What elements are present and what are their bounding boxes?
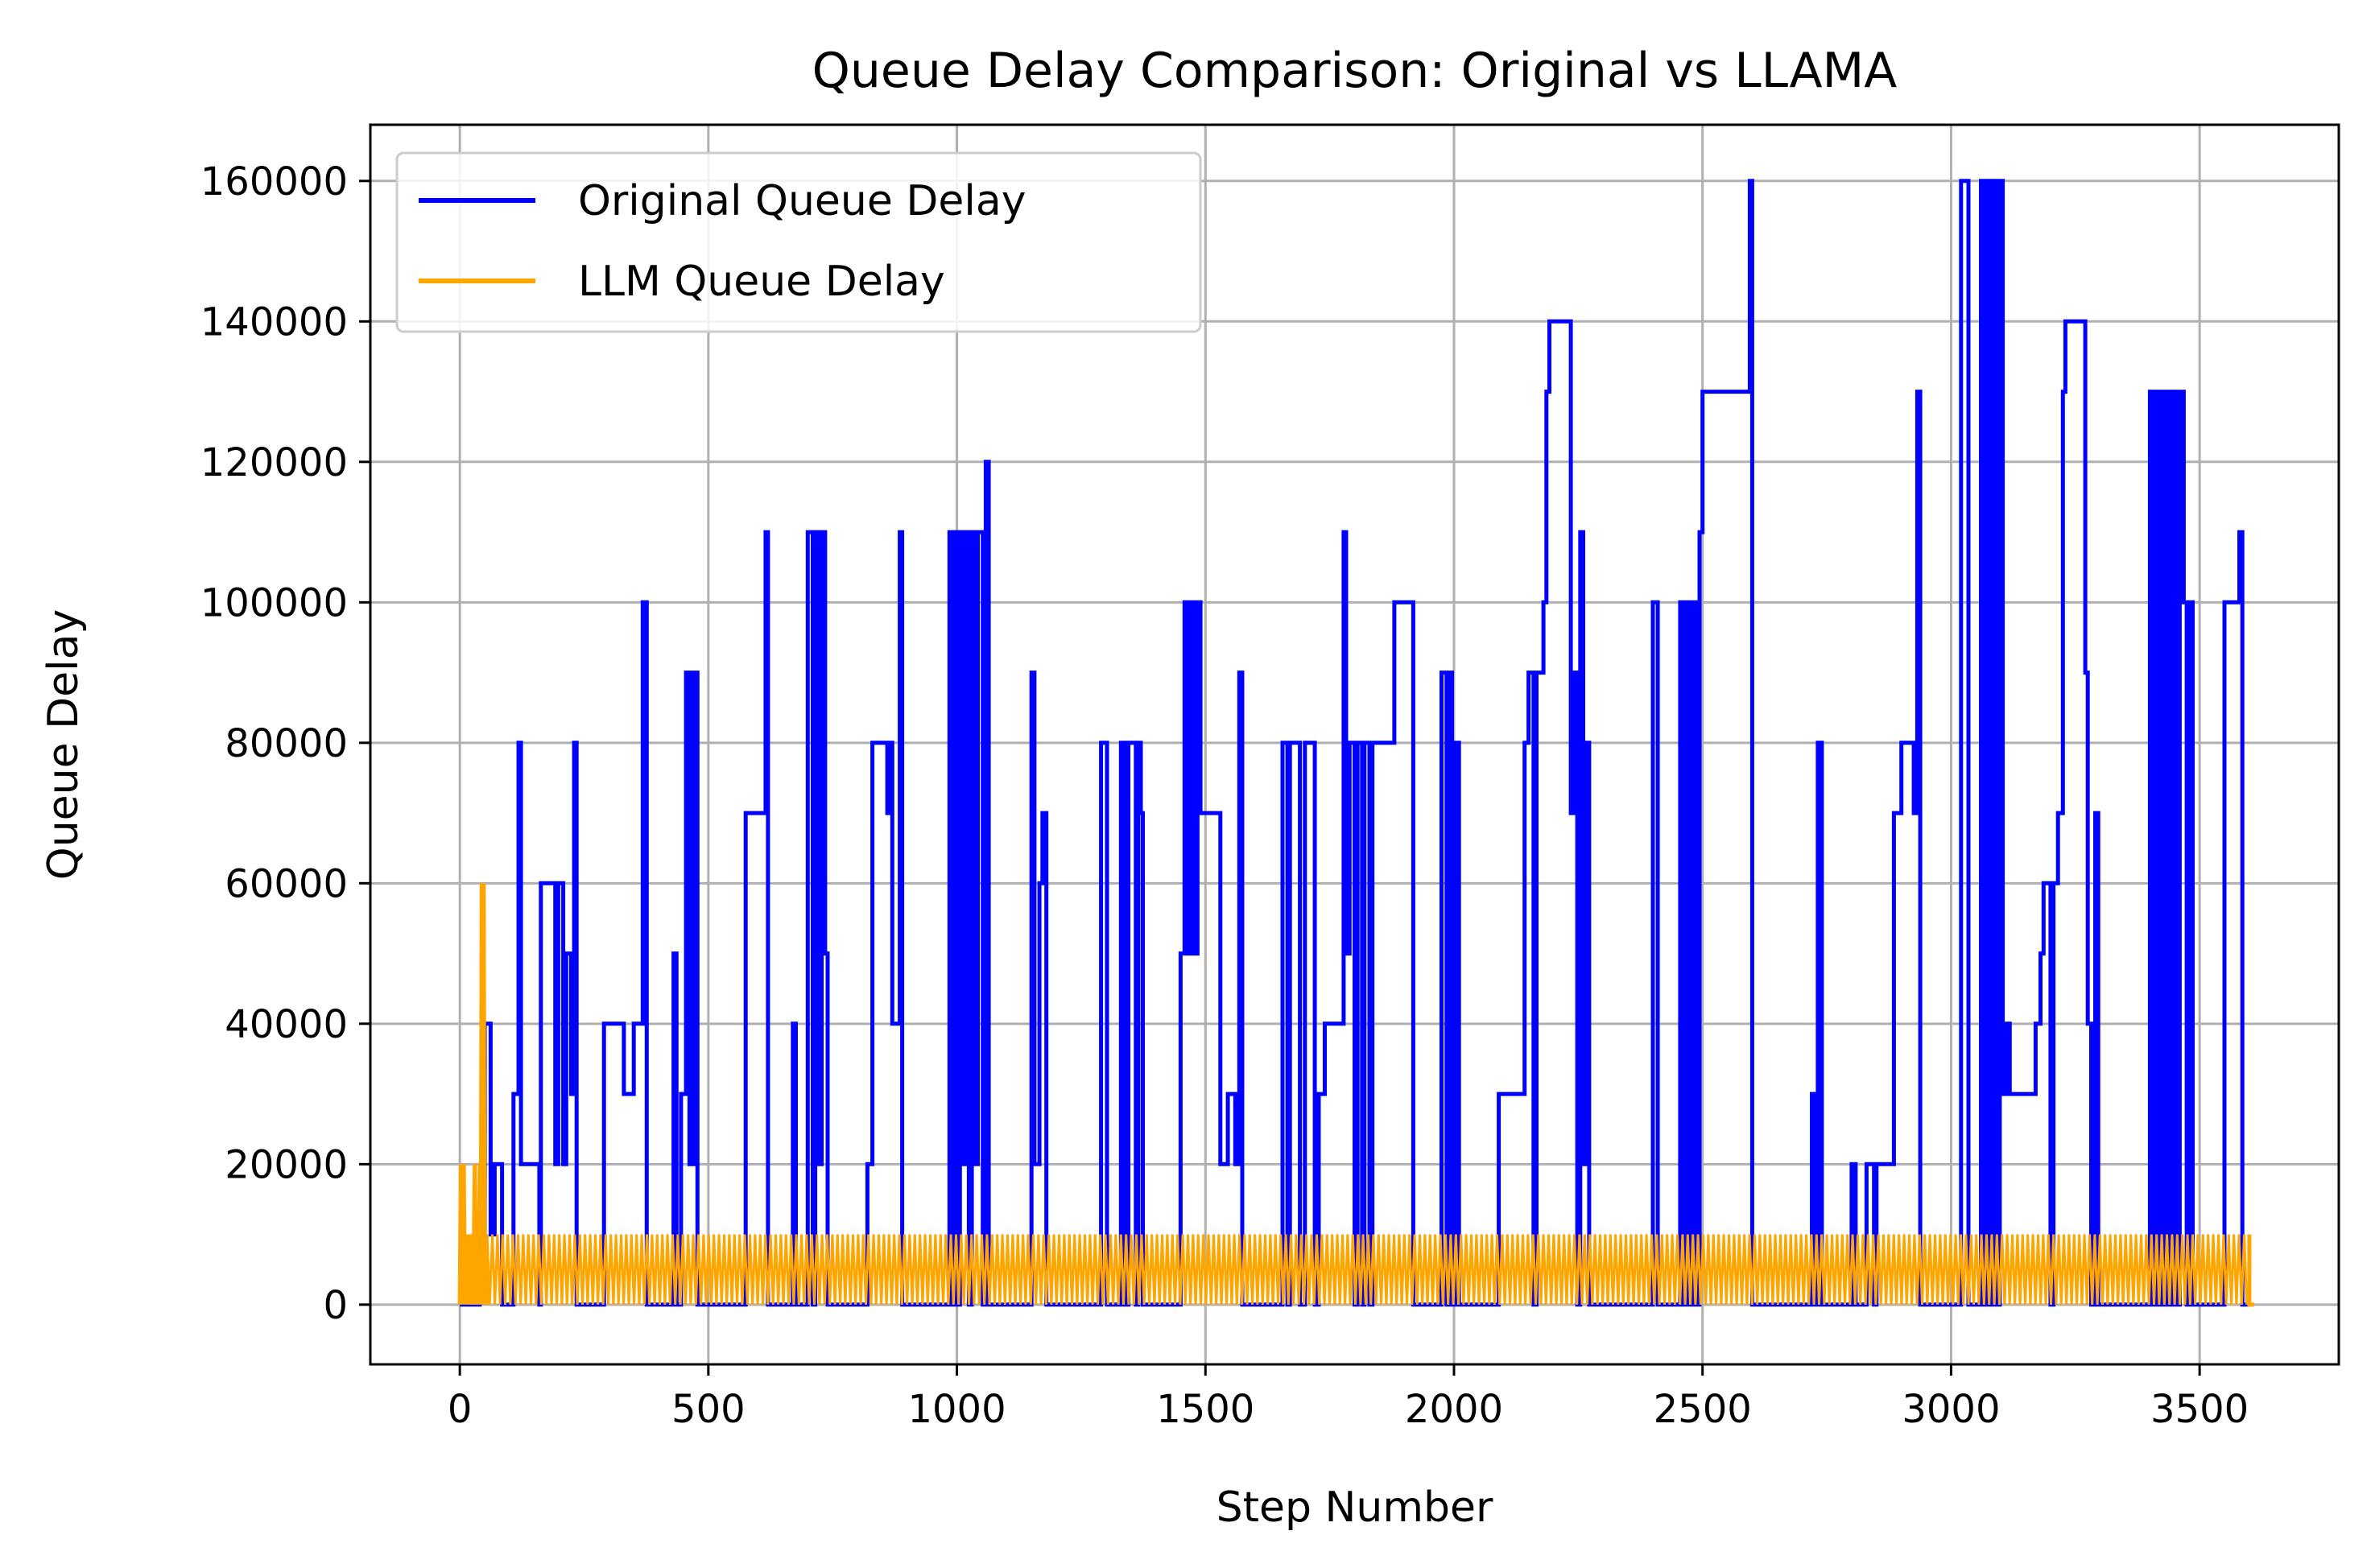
y-axis-ticks: 0 20000 40000 60000 80000 100000 120000 140000 1… bbox=[200, 159, 370, 1328]
x-tick-label: 500 bbox=[671, 1387, 746, 1432]
y-tick-label: 160000 bbox=[200, 159, 348, 204]
x-axis-ticks: 0 500 1000 1500 2000 2500 3000 3500 bbox=[448, 1364, 2249, 1432]
x-tick-label: 2500 bbox=[1654, 1387, 1752, 1432]
legend-box bbox=[395, 151, 1202, 333]
y-tick-label: 20000 bbox=[225, 1142, 348, 1187]
legend-label-original: Original Queue Delay bbox=[578, 177, 1026, 225]
llm-series-spikes bbox=[457, 883, 489, 1305]
y-tick-label: 40000 bbox=[225, 1002, 348, 1047]
x-tick-label: 1500 bbox=[1156, 1387, 1254, 1432]
series-llm-queue-delay bbox=[457, 883, 2254, 1307]
y-tick-label: 120000 bbox=[200, 440, 348, 485]
legend: Original Queue Delay LLM Queue Delay bbox=[395, 151, 1202, 333]
llm-series-end bbox=[2247, 1234, 2254, 1307]
plot-frame bbox=[369, 123, 2340, 1366]
chart-title: Queue Delay Comparison: Original vs LLAM… bbox=[812, 43, 1898, 99]
y-tick-label: 100000 bbox=[200, 580, 348, 625]
x-tick-label: 3000 bbox=[1902, 1387, 2000, 1432]
legend-label-llm: LLM Queue Delay bbox=[578, 258, 945, 306]
y-tick-label: 140000 bbox=[200, 299, 348, 345]
y-tick-label: 0 bbox=[323, 1283, 348, 1328]
y-axis-label: Queue Delay bbox=[39, 609, 88, 880]
llm-series-band bbox=[485, 1234, 2249, 1305]
x-axis-label: Step Number bbox=[1216, 1483, 1493, 1532]
x-tick-label: 2000 bbox=[1405, 1387, 1503, 1432]
plot-area bbox=[457, 179, 2254, 1307]
x-tick-label: 0 bbox=[448, 1387, 473, 1432]
y-tick-label: 60000 bbox=[225, 861, 348, 906]
x-tick-label: 1000 bbox=[907, 1387, 1006, 1432]
y-tick-label: 80000 bbox=[225, 721, 348, 766]
x-tick-label: 3500 bbox=[2150, 1387, 2249, 1432]
